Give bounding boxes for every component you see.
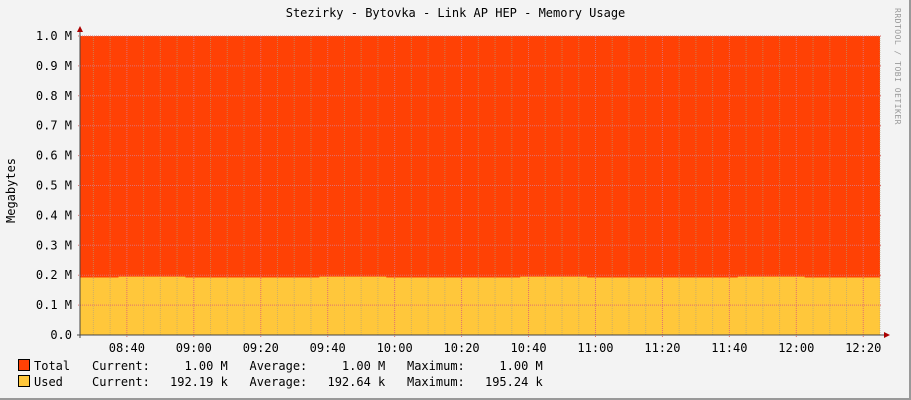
legend-used: Used Current: 192.19 k Average: 192.64 k Ma… <box>18 375 543 389</box>
legend-swatch-used <box>18 375 30 387</box>
x-tick-label: 12:20 <box>845 341 881 355</box>
legend-average: 192.64 k <box>327 375 386 389</box>
x-tick-label: 09:00 <box>176 341 212 355</box>
legend-total: Total Current: 1.00 M Average: 1.00 M Maxim… <box>18 359 543 373</box>
y-tick-label: 0.5 M <box>36 179 72 193</box>
y-tick-label: 0.1 M <box>36 298 72 312</box>
x-tick-label: 09:40 <box>310 341 346 355</box>
x-tick-label: 10:20 <box>444 341 480 355</box>
legend-label: Current: <box>92 359 150 373</box>
x-tick-label: 11:40 <box>711 341 747 355</box>
series-area-used <box>80 276 880 335</box>
legend-label: Average: <box>249 375 308 389</box>
legend-current: 192.19 k <box>170 375 228 389</box>
legend-name: Total <box>34 359 71 373</box>
legend-label: Maximum: <box>406 359 465 373</box>
legend-maximum: 1.00 M <box>499 359 543 373</box>
y-tick-label: 1.0 M <box>36 29 72 43</box>
legend-label: Maximum: <box>406 375 465 389</box>
y-tick-label: 0.9 M <box>36 59 72 73</box>
x-tick-label: 10:40 <box>510 341 546 355</box>
y-axis-arrow-icon <box>77 26 83 32</box>
watermark: RRDTOOL / TOBI OETIKER <box>893 8 902 125</box>
x-axis-arrow-icon <box>884 332 890 338</box>
y-tick-label: 0.7 M <box>36 119 72 133</box>
legend-label: Average: <box>249 359 308 373</box>
chart-title: Stezirky - Bytovka - Link AP HEP - Memor… <box>285 6 626 20</box>
x-tick-label: 08:40 <box>109 341 145 355</box>
y-tick-label: 0.0 <box>50 328 72 342</box>
legend-current: 1.00 M <box>184 359 228 373</box>
x-tick-label: 12:00 <box>778 341 814 355</box>
y-tick-label: 0.2 M <box>36 268 72 282</box>
y-tick-label: 0.4 M <box>36 208 72 222</box>
legend-name: Used <box>34 375 63 389</box>
x-tick-label: 10:00 <box>377 341 413 355</box>
legend-label: Current: <box>92 375 150 389</box>
y-tick-label: 0.6 M <box>36 149 72 163</box>
x-tick-label: 09:20 <box>243 341 279 355</box>
y-tick-label: 0.3 M <box>36 238 72 252</box>
legend-swatch-total <box>18 359 30 371</box>
y-tick-label: 0.8 M <box>36 89 72 103</box>
x-tick-label: 11:00 <box>577 341 613 355</box>
legend-maximum: 195.24 k <box>484 375 543 389</box>
x-tick-label: 11:20 <box>644 341 680 355</box>
legend-average: 1.00 M <box>341 359 386 373</box>
